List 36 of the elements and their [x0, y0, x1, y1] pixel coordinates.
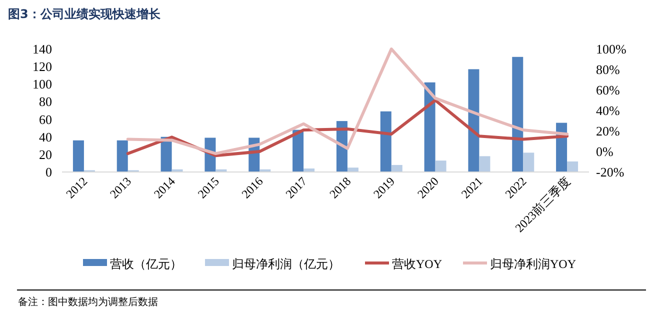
- bar: [116, 140, 128, 172]
- text: 备注：图中数据均为调整后数据: [18, 296, 158, 308]
- bar: [567, 161, 578, 172]
- line-series: [126, 98, 569, 158]
- bar: [292, 130, 304, 172]
- y2-tick-label: -20%: [596, 164, 624, 180]
- bar: [380, 111, 392, 172]
- legend-label: 营收YOY: [392, 257, 442, 271]
- y2-tick-label: 0%: [596, 144, 614, 159]
- y2-tick-label: 100%: [596, 42, 626, 56]
- bar: [435, 160, 446, 172]
- line-series: [126, 48, 569, 156]
- bar: [347, 168, 358, 172]
- y-tick-label: 20: [39, 146, 52, 162]
- y2-tick-label: 40%: [596, 103, 620, 118]
- y2-tick-label: 20%: [596, 124, 620, 138]
- bar: [391, 164, 402, 172]
- bar: [72, 140, 84, 172]
- chart-title: 图3：公司业绩实现快速增长: [8, 7, 162, 21]
- bar: [523, 152, 534, 172]
- y2-tick-label: 60%: [596, 82, 620, 98]
- bar: [512, 56, 524, 172]
- y-tick-label: 100: [32, 76, 52, 92]
- y-tick-label: 0: [46, 164, 52, 180]
- bar: [468, 69, 480, 172]
- y-tick-label: 60: [39, 112, 52, 127]
- y-tick-label: 40: [39, 129, 52, 144]
- legend-label: 归母净利润YOY: [490, 257, 576, 271]
- y2-tick-label: 80%: [596, 62, 620, 77]
- y-tick-label: 140: [32, 42, 52, 56]
- y-tick-label: 120: [32, 59, 52, 74]
- y-tick-label: 80: [39, 94, 52, 110]
- legend-label: 归母净利润（亿元）: [232, 257, 340, 271]
- bar: [479, 156, 490, 172]
- bar: [424, 82, 436, 172]
- legend-label: 营收（亿元）: [110, 257, 182, 271]
